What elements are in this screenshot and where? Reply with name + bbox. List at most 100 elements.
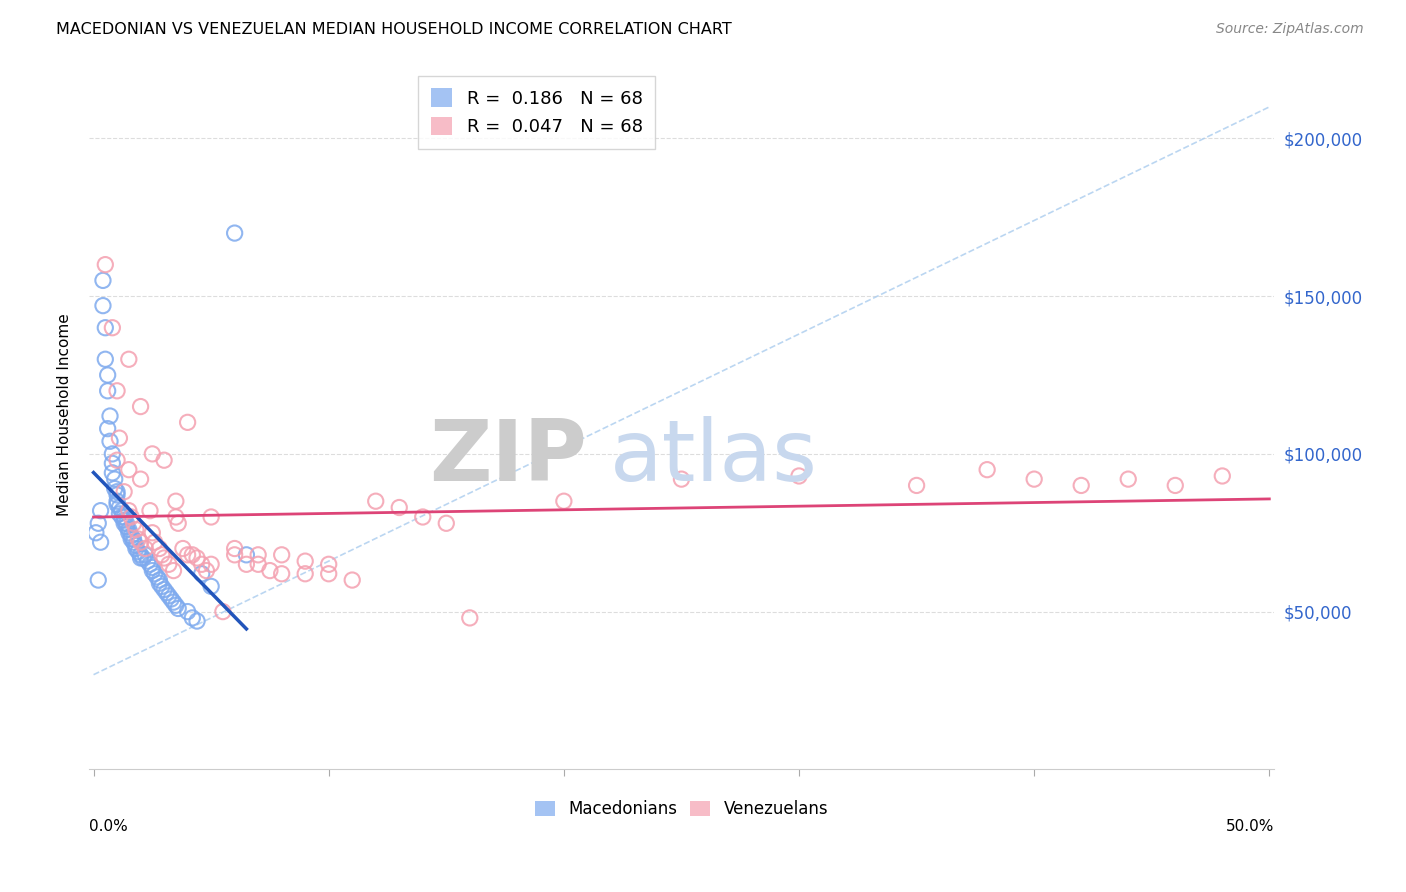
Point	[84, 525, 107, 540]
Point	[160, 592, 183, 607]
Point	[112, 484, 135, 499]
Point	[108, 507, 131, 521]
Point	[118, 525, 141, 540]
Point	[134, 541, 156, 556]
Point	[155, 585, 177, 599]
Text: ZIP: ZIP	[429, 416, 586, 499]
Point	[167, 601, 190, 615]
Point	[105, 488, 128, 502]
Point	[94, 320, 117, 334]
Point	[235, 558, 257, 572]
Point	[162, 564, 184, 578]
Point	[787, 469, 810, 483]
Point	[270, 548, 292, 562]
Point	[111, 510, 134, 524]
Point	[104, 472, 127, 486]
Point	[212, 605, 235, 619]
Point	[125, 523, 148, 537]
Point	[112, 510, 135, 524]
Point	[190, 566, 212, 581]
Point	[1024, 472, 1046, 486]
Point	[136, 554, 159, 568]
Point	[120, 510, 142, 524]
Point	[143, 566, 166, 581]
Point	[176, 415, 198, 429]
Point	[90, 503, 112, 517]
Point	[247, 558, 270, 572]
Point	[176, 548, 198, 562]
Point	[1211, 469, 1233, 483]
Point	[671, 472, 693, 486]
Point	[224, 548, 246, 562]
Point	[141, 564, 163, 578]
Point	[134, 548, 156, 562]
Point	[91, 273, 114, 287]
Point	[553, 494, 575, 508]
Point	[101, 320, 124, 334]
Point	[157, 558, 180, 572]
Point	[101, 447, 124, 461]
Y-axis label: Median Household Income: Median Household Income	[58, 313, 72, 516]
Point	[165, 494, 187, 508]
Point	[141, 447, 163, 461]
Point	[434, 516, 457, 531]
Point	[90, 535, 112, 549]
Point	[87, 573, 110, 587]
Point	[101, 456, 124, 470]
Point	[148, 573, 170, 587]
Text: 0.0%: 0.0%	[89, 819, 128, 834]
Point	[94, 352, 117, 367]
Text: atlas: atlas	[610, 416, 818, 499]
Point	[181, 611, 204, 625]
Point	[97, 384, 120, 398]
Point	[976, 463, 998, 477]
Point	[127, 532, 149, 546]
Point	[458, 611, 481, 625]
Point	[101, 466, 124, 480]
Point	[111, 503, 134, 517]
Point	[150, 579, 173, 593]
Point	[195, 564, 218, 578]
Point	[105, 497, 128, 511]
Point	[172, 541, 194, 556]
Point	[186, 551, 208, 566]
Point	[120, 529, 142, 543]
Point	[98, 409, 121, 423]
Point	[146, 570, 169, 584]
Point	[200, 558, 222, 572]
Point	[94, 258, 117, 272]
Point	[115, 516, 138, 531]
Point	[132, 551, 155, 566]
Point	[108, 500, 131, 515]
Point	[115, 519, 138, 533]
Point	[120, 532, 142, 546]
Point	[105, 494, 128, 508]
Point	[342, 573, 364, 587]
Point	[412, 510, 434, 524]
Point	[259, 564, 281, 578]
Legend: Macedonians, Venezuelans: Macedonians, Venezuelans	[529, 794, 835, 825]
Point	[112, 516, 135, 531]
Point	[129, 535, 152, 549]
Point	[200, 510, 222, 524]
Point	[176, 605, 198, 619]
Text: MACEDONIAN VS VENEZUELAN MEDIAN HOUSEHOLD INCOME CORRELATION CHART: MACEDONIAN VS VENEZUELAN MEDIAN HOUSEHOL…	[56, 22, 733, 37]
Point	[129, 472, 152, 486]
Point	[143, 535, 166, 549]
Point	[141, 525, 163, 540]
Point	[122, 535, 145, 549]
Point	[318, 558, 340, 572]
Point	[318, 566, 340, 581]
Point	[148, 541, 170, 556]
Point	[98, 434, 121, 449]
Point	[118, 503, 141, 517]
Point	[105, 453, 128, 467]
Point	[141, 560, 163, 574]
Point	[139, 503, 162, 517]
Point	[270, 566, 292, 581]
Point	[247, 548, 270, 562]
Point	[224, 226, 246, 240]
Point	[294, 554, 316, 568]
Point	[125, 541, 148, 556]
Point	[108, 431, 131, 445]
